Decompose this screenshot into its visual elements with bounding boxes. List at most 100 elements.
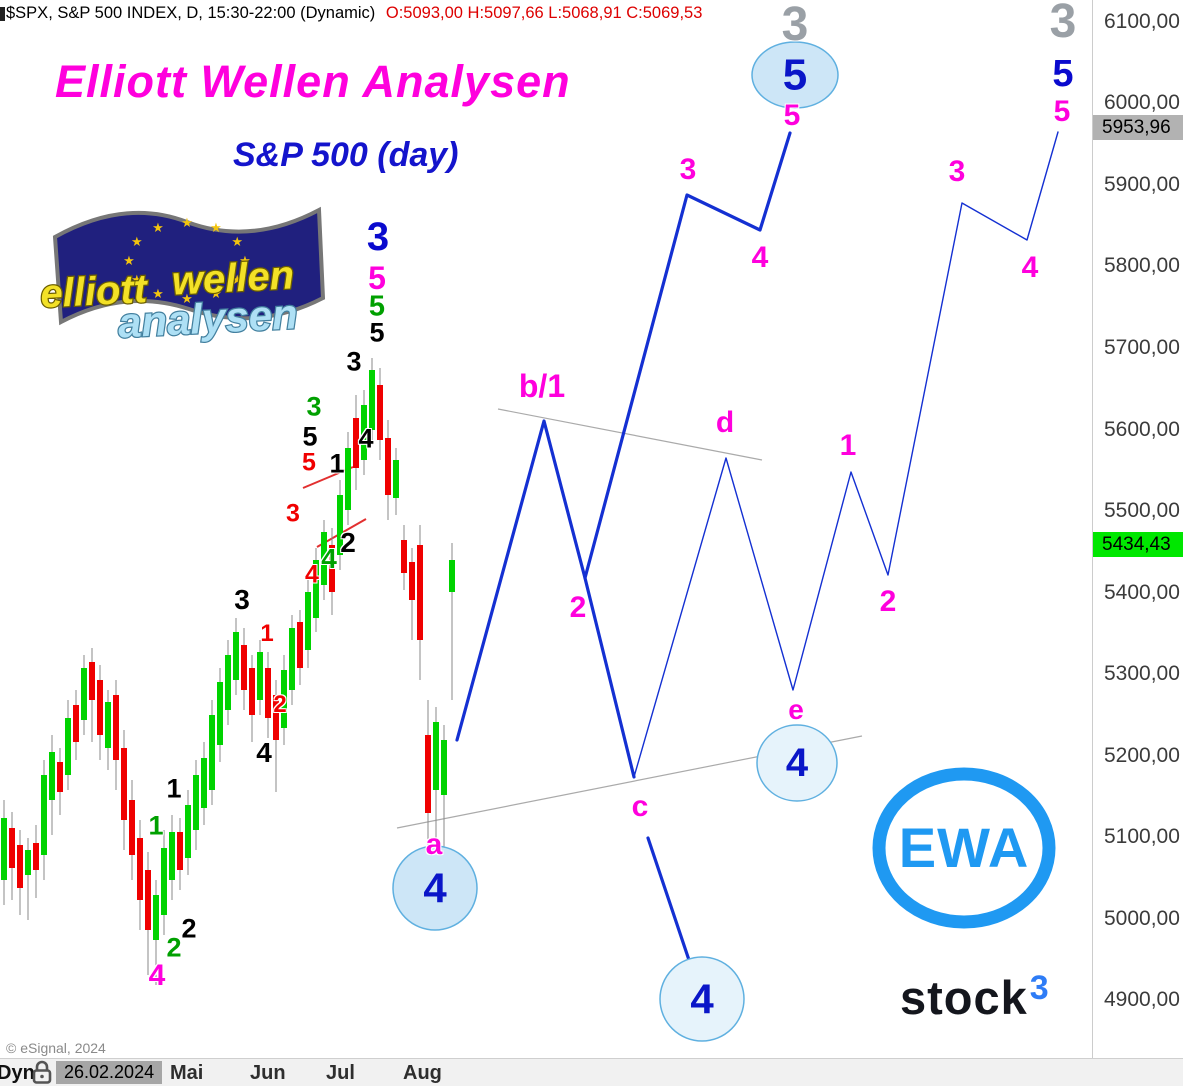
candle-up: [185, 805, 191, 858]
candle-down: [273, 695, 279, 740]
eu-star-icon: ★: [181, 291, 193, 306]
wave-circle: [659, 956, 745, 1042]
copyright-note: © eSignal, 2024: [6, 1040, 106, 1056]
stock3-logo: stock3: [900, 969, 1050, 1025]
candle-up: [305, 592, 311, 650]
month-label-jul[interactable]: Jul: [326, 1062, 355, 1084]
candle-up: [81, 668, 87, 720]
symbol-info: $SPX, S&P 500 INDEX, D, 15:30-22:00 (Dyn…: [6, 4, 376, 22]
candle-up: [49, 752, 55, 800]
candle-up: [321, 532, 327, 585]
stock3-superscript: 3: [1029, 969, 1050, 1007]
candle-down: [241, 645, 247, 690]
candle-up: [161, 848, 167, 915]
date-box[interactable]: 26.02.2024: [56, 1061, 163, 1084]
candle-down: [129, 800, 135, 855]
chart-subtitle: S&P 500 (day): [233, 136, 459, 174]
eu-star-icon: ★: [231, 272, 243, 287]
eu-stars: ★ ★ ★ ★ ★ ★ ★ ★ ★ ★ ★ ★: [123, 215, 251, 306]
candle-down: [113, 695, 119, 760]
candle-up: [281, 670, 287, 728]
eu-star-icon: ★: [123, 253, 135, 268]
price-axis[interactable]: 6100,00 6000,00 5900,00 5800,00 5700,00 5600,…: [1092, 0, 1183, 1058]
time-axis-bar: Dyn 26.02.2024 Mai Jun Jul Aug: [0, 1058, 1183, 1086]
price-tick-label: 5900,00: [1104, 173, 1180, 196]
candle-up: [201, 758, 207, 808]
candle-up: [193, 775, 199, 830]
candle-down: [417, 545, 423, 640]
candle-down: [73, 705, 79, 742]
candle-up: [105, 702, 111, 748]
candle-up: [289, 628, 295, 690]
candle-up: [337, 495, 343, 555]
month-label-jun[interactable]: Jun: [250, 1062, 286, 1084]
price-tick-label: 5800,00: [1104, 254, 1180, 277]
candle-down: [145, 870, 151, 930]
price-tick-label: 5300,00: [1104, 662, 1180, 685]
red-channel-line: [302, 466, 354, 489]
candle-up: [25, 850, 31, 875]
candle-up: [217, 682, 223, 745]
candle-down: [409, 562, 415, 600]
candle-down: [385, 438, 391, 495]
candle-up: [393, 460, 399, 498]
eu-star-icon: ★: [131, 234, 143, 249]
month-label-aug[interactable]: Aug: [403, 1062, 442, 1084]
candle-down: [353, 418, 359, 468]
price-tick-label: 5600,00: [1104, 418, 1180, 441]
elliott-projection-line: [646, 836, 695, 974]
eu-star-icon: ★: [152, 286, 164, 301]
elliott-projection-line: [583, 576, 636, 779]
candle-down: [57, 762, 63, 792]
price-tick-label: 6100,00: [1104, 10, 1180, 33]
price-tick-label: 6000,00: [1104, 91, 1180, 114]
candle-up: [369, 370, 375, 430]
wave-circle: [751, 41, 839, 109]
candle-up: [41, 775, 47, 855]
price-marker-tag: 5953,96: [1093, 115, 1183, 140]
candle-up: [345, 448, 351, 510]
price-marker-tag: 5434,43: [1093, 532, 1183, 557]
logo-word-wellen: wellen: [171, 253, 295, 303]
price-tick-label: 5500,00: [1104, 499, 1180, 522]
candle-down: [265, 668, 271, 718]
padlock-icon[interactable]: [31, 1060, 53, 1084]
candle-up: [225, 655, 231, 710]
candle-down: [17, 845, 23, 888]
wave-circle: [756, 724, 838, 802]
candle-down: [297, 622, 303, 668]
eu-star-icon: ★: [210, 286, 222, 301]
candle-down: [329, 545, 335, 592]
price-tick-label: 4900,00: [1104, 988, 1180, 1011]
logo-word-analysen: analysen: [117, 290, 299, 346]
candle-down: [425, 735, 431, 813]
candle-up: [433, 722, 439, 790]
elliott-projection-line: [455, 131, 792, 742]
price-tick-label: 5100,00: [1104, 825, 1180, 848]
month-label-mai[interactable]: Mai: [170, 1062, 204, 1084]
candle-up: [65, 718, 71, 775]
candle-down: [401, 540, 407, 573]
candle-up: [169, 832, 175, 880]
ewa-flag-logo: ★ ★ ★ ★ ★ ★ ★ ★ ★ ★ ★ ★ elliott wellen analysen: [38, 206, 326, 348]
price-tick-label: 5200,00: [1104, 744, 1180, 767]
eu-star-icon: ★: [131, 272, 143, 287]
dyn-mode-label[interactable]: Dyn: [0, 1062, 35, 1084]
eu-star-icon: ★: [152, 220, 164, 235]
symbol-header: $SPX, S&P 500 INDEX, D, 15:30-22:00 (Dyn…: [6, 4, 702, 23]
candle-up: [449, 560, 455, 592]
candle-down: [89, 662, 95, 700]
ohlc-values: O:5093,00 H:5097,66 L:5068,91 C:5069,53: [385, 4, 703, 22]
candle-down: [9, 828, 15, 868]
candle-down: [33, 843, 39, 870]
candle-up: [361, 405, 367, 460]
eu-star-icon: ★: [231, 234, 243, 249]
window-corner-fragment: [0, 7, 5, 21]
candle-down: [177, 832, 183, 870]
wave-circle-label: 4: [786, 741, 809, 785]
price-tick-label: 5000,00: [1104, 907, 1180, 930]
candle-up: [233, 632, 239, 680]
price-tick-label: 5400,00: [1104, 581, 1180, 604]
candle-up: [153, 895, 159, 940]
